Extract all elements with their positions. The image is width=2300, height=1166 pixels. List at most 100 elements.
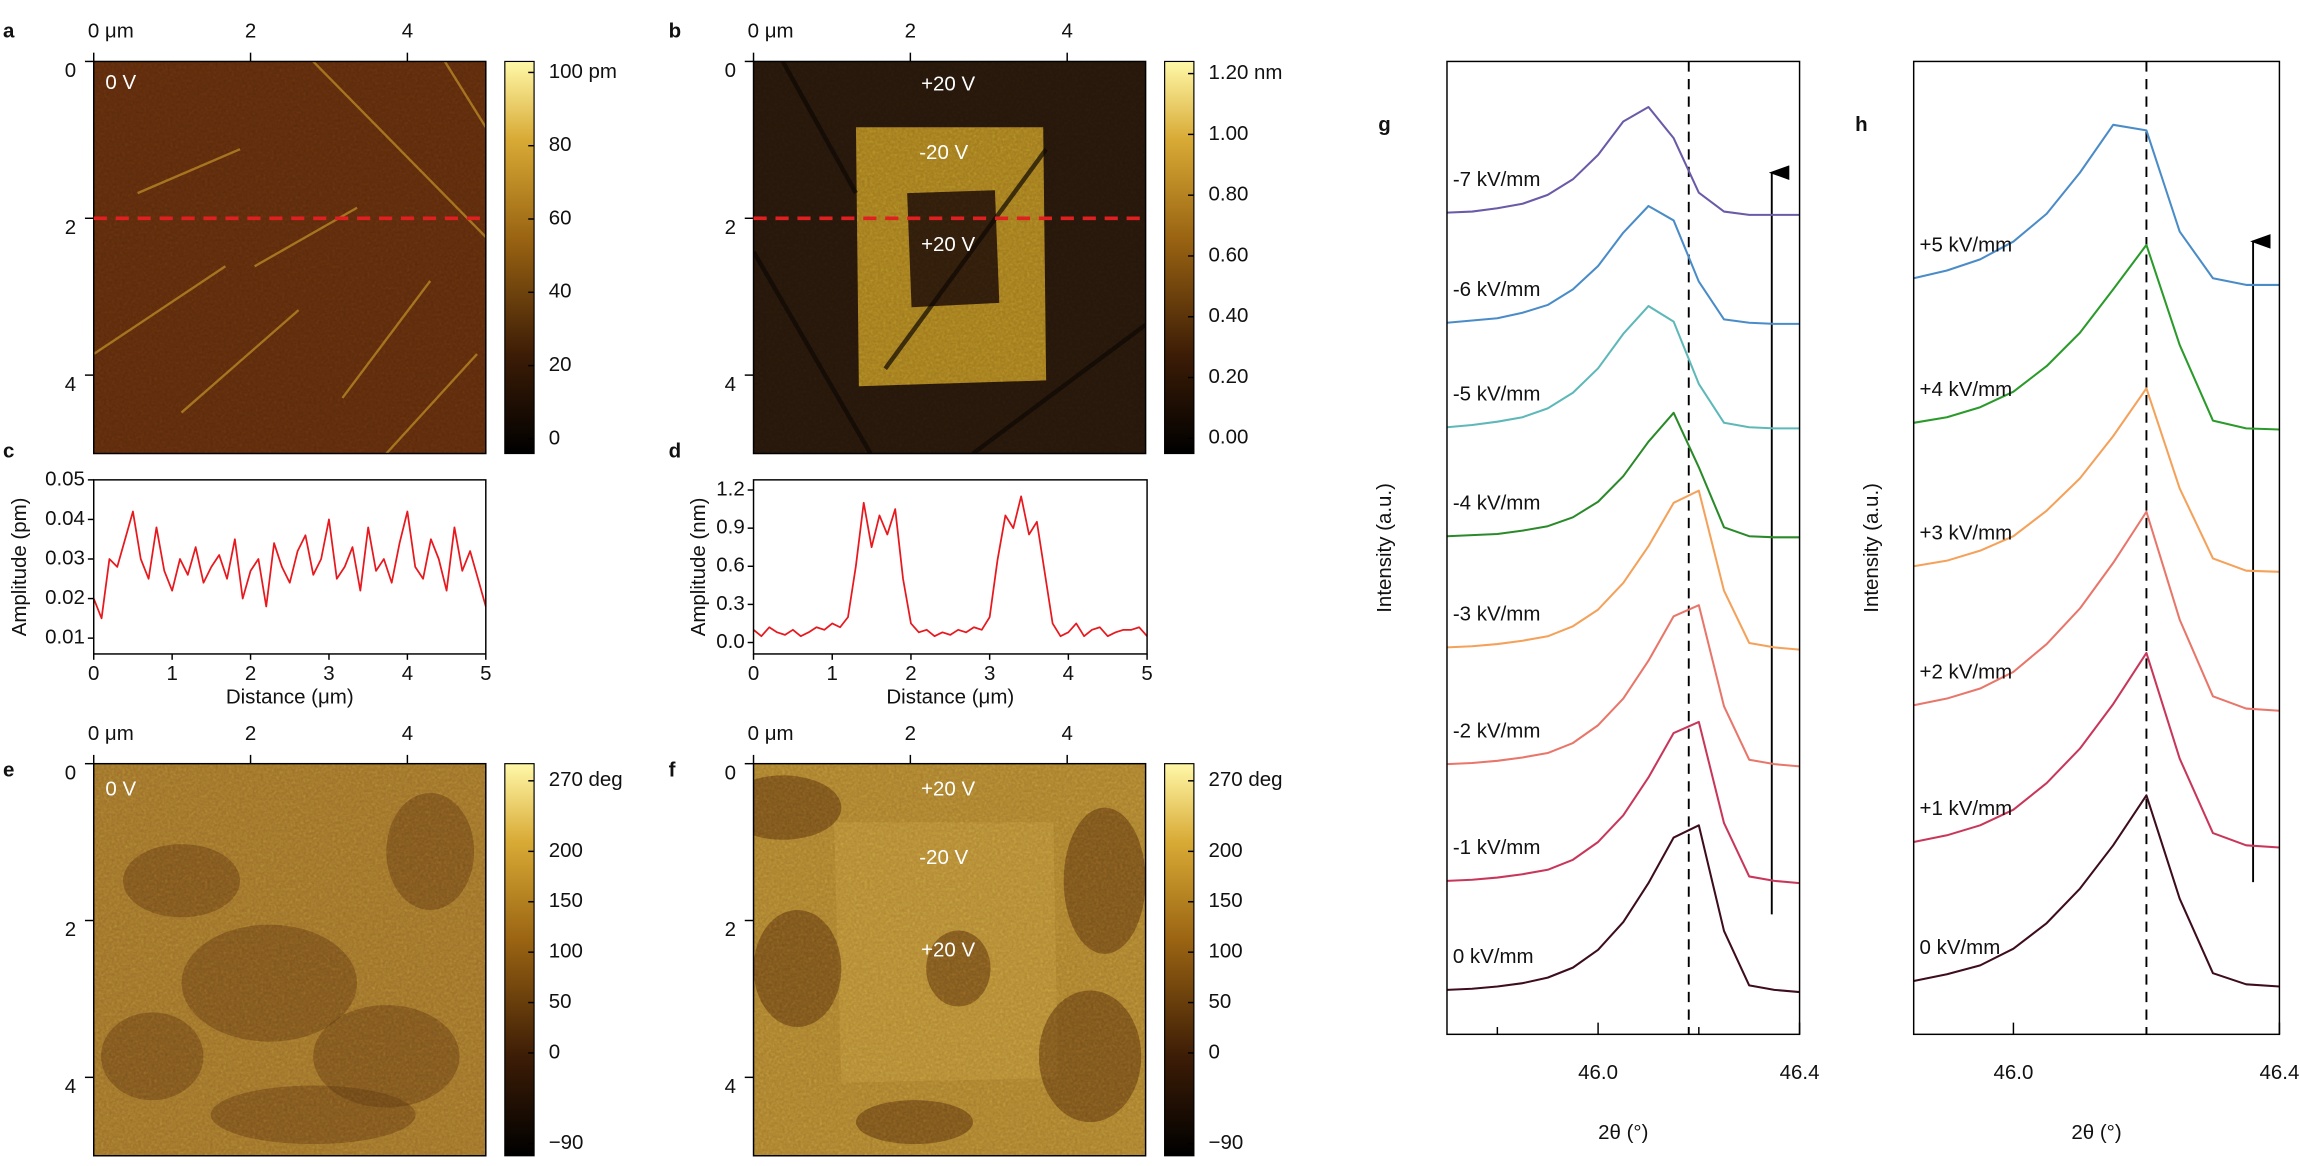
y-axis-label: Intensity (a.u.): [1860, 483, 1883, 613]
texture: [753, 763, 1146, 1156]
y-tick-label: 0.03: [45, 546, 85, 569]
colorbar-tick-label: −90: [549, 1131, 584, 1154]
x-tick-label: 2: [905, 662, 916, 685]
colorbar-tick-label: 0.40: [1209, 304, 1249, 327]
series-label: -6 kV/mm: [1453, 278, 1541, 301]
colorbar-tick-label: 0.60: [1209, 243, 1249, 266]
annotation: 0 V: [105, 777, 136, 800]
panel-letter: e: [3, 758, 14, 781]
streak: [385, 353, 478, 454]
series-line: [752, 495, 1148, 638]
y-tick-label: 0.02: [45, 586, 85, 609]
x-tick-label: 0 μm: [88, 20, 134, 43]
series-line: [1446, 106, 1800, 216]
y-tick-label: 4: [725, 1075, 736, 1098]
series-label: -7 kV/mm: [1453, 168, 1541, 191]
y-axis-label: Intensity (a.u.): [1373, 483, 1396, 613]
x-tick-label: 4: [402, 20, 413, 43]
colorbar-tick-label: 40: [549, 280, 572, 303]
afm-image: [93, 763, 486, 1156]
x-tick-label: 46.0: [1578, 1061, 1618, 1084]
texture: [753, 61, 1146, 454]
annotation: +20 V: [921, 233, 975, 256]
colorbar-tick-label: 200: [549, 839, 583, 862]
x-tick-label: 3: [984, 662, 995, 685]
colorbar-tick-label: 1.20 nm: [1209, 61, 1283, 84]
series-label: -2 kV/mm: [1453, 719, 1541, 742]
streak: [312, 61, 486, 238]
series-line: [1913, 387, 2280, 573]
annotation: -20 V: [919, 141, 968, 164]
colorbar-tick-label: 20: [549, 353, 572, 376]
x-tick-label: 2: [245, 662, 256, 685]
colorbar-tick-label: 270 deg: [549, 768, 623, 791]
annotation: +20 V: [921, 777, 975, 800]
colorbar-tick-label: 200: [1209, 839, 1243, 862]
image-frame: [752, 762, 1147, 1157]
streak: [180, 309, 300, 414]
y-tick-label: 0.04: [45, 507, 85, 530]
image-frame: [752, 60, 1147, 455]
x-tick-label: 5: [480, 662, 491, 685]
x-tick-label: 46.0: [1994, 1061, 2034, 1084]
series-line: [1446, 720, 1800, 885]
x-tick-label: 0 μm: [748, 722, 794, 745]
series-label: +2 kV/mm: [1920, 660, 2013, 683]
colorbar-tick-label: −90: [1209, 1131, 1244, 1154]
panel-letter: c: [3, 439, 14, 462]
y-axis-label: Amplitude (pm): [8, 498, 31, 637]
plot-frame: [1912, 60, 2281, 1036]
y-tick-label: 2: [725, 216, 736, 239]
colorbar-tick-label: 0.20: [1209, 365, 1249, 388]
colorbar-tick-label: 0: [549, 1040, 560, 1063]
domain-wall: [971, 323, 1146, 454]
series-line: [1913, 794, 2280, 988]
series-label: -4 kV/mm: [1453, 491, 1541, 514]
y-tick-label: 2: [725, 918, 736, 941]
afm-image: [753, 61, 1146, 454]
colorbar: [504, 763, 535, 1157]
colorbar-tick-label: 50: [1209, 990, 1232, 1013]
colorbar-tick-label: 150: [549, 889, 583, 912]
series-label: +1 kV/mm: [1920, 797, 2013, 820]
y-tick-label: 2: [65, 216, 76, 239]
afm-image: [93, 61, 486, 454]
streak: [443, 61, 486, 128]
x-tick-label: 4: [402, 662, 413, 685]
x-tick-label: 2: [905, 20, 916, 43]
domain-wall: [883, 147, 1048, 370]
colorbar-tick-label: 270 deg: [1209, 768, 1283, 791]
domain-wall: [780, 61, 858, 195]
colorbar-tick-label: 100: [549, 940, 583, 963]
series-line: [1913, 123, 2280, 286]
annotation: +20 V: [921, 938, 975, 961]
y-tick-label: 0: [725, 59, 736, 82]
colorbar-tick-label: 0.80: [1209, 183, 1249, 206]
y-axis-label: Amplitude (nm): [687, 498, 710, 637]
panel-letter: b: [669, 20, 682, 43]
y-tick-label: 0.9: [716, 516, 744, 539]
colorbar-tick-label: 0: [549, 426, 560, 449]
series-line: [1913, 651, 2280, 849]
y-tick-label: 4: [725, 373, 736, 396]
x-tick-label: 4: [402, 722, 413, 745]
panel-letter: a: [3, 20, 15, 43]
panel-letter: g: [1378, 113, 1391, 136]
series-label: -3 kV/mm: [1453, 603, 1541, 626]
x-tick-label: 2: [905, 722, 916, 745]
y-tick-label: 1.2: [716, 477, 744, 500]
panel-letter: f: [669, 758, 676, 781]
series-label: -1 kV/mm: [1453, 836, 1541, 859]
series-line: [92, 510, 487, 620]
colorbar: [1164, 763, 1195, 1157]
texture: [93, 763, 486, 1156]
colorbar-tick-label: 150: [1209, 889, 1243, 912]
series-line: [1446, 305, 1800, 430]
x-tick-label: 0 μm: [748, 20, 794, 43]
series-line: [1446, 489, 1800, 651]
domain-wall: [753, 250, 873, 454]
x-tick-label: 46.4: [2260, 1061, 2300, 1084]
x-axis-label: 2θ (°): [1598, 1121, 1648, 1144]
streak: [93, 265, 227, 356]
